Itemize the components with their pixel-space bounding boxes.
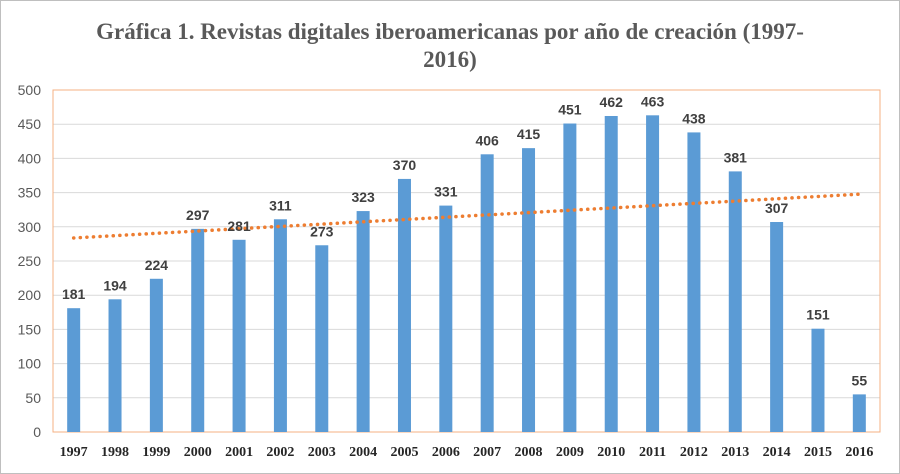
bar [149,278,163,432]
bar [646,115,660,433]
x-tick-label: 2007 [473,445,501,460]
data-label: 273 [310,223,334,239]
y-tick-label: 500 [18,82,42,98]
y-tick-label: 50 [25,390,41,406]
gridlines [53,89,880,433]
x-tick-label: 2008 [515,445,543,460]
bar [232,239,246,432]
x-tick-label: 2001 [225,445,253,460]
y-tick-label: 100 [18,356,42,372]
data-label: 462 [600,94,624,110]
x-tick-label: 2000 [184,445,212,460]
data-label: 181 [62,286,86,302]
x-tick-label: 2014 [763,445,791,460]
bar [852,394,866,432]
data-label: 370 [393,157,417,173]
bar [397,178,411,432]
x-tick-label: 1998 [101,445,129,460]
x-tick-label: 1999 [142,445,170,460]
bar [439,205,453,432]
bar [356,211,370,432]
bar [273,219,287,432]
data-label: 311 [269,197,292,213]
y-tick-label: 250 [18,253,42,269]
bar [604,115,618,432]
x-tick-label: 2006 [432,445,460,460]
bar [480,154,494,432]
bar [728,171,742,432]
x-tick-label: 2012 [680,445,708,460]
x-tick-label: 2005 [390,445,418,460]
data-label: 224 [145,257,169,273]
y-tick-label: 0 [33,424,41,440]
x-tick-label: 2004 [349,445,377,460]
data-label: 323 [351,189,375,205]
data-label: 331 [434,184,458,200]
bar [67,308,81,432]
data-label: 194 [103,277,127,293]
data-label: 438 [682,110,706,126]
y-tick-label: 350 [18,185,42,201]
y-tick-label: 150 [18,321,42,337]
data-label: 297 [186,207,210,223]
x-tick-label: 2010 [597,445,625,460]
bar [811,328,825,432]
bar [770,222,784,432]
x-tick-label: 1997 [60,445,88,460]
bars [67,115,866,433]
bar [108,299,122,432]
trendline [71,192,862,240]
y-tick-label: 300 [18,219,42,235]
data-label: 281 [227,218,251,234]
data-label: 381 [724,149,748,165]
data-label: 151 [806,307,830,323]
y-tick-label: 200 [18,287,42,303]
x-tick-label: 2015 [804,445,832,460]
x-tick-label: 2011 [639,445,666,460]
x-tick-label: 2013 [721,445,749,460]
plot-area-border [52,89,881,433]
data-label: 451 [558,102,582,118]
bar [315,245,329,432]
data-label: 406 [475,132,499,148]
data-labels: 181 194 224 297 281 311 273 323 370 331 406 415 451 4… [62,93,867,388]
data-label: 307 [765,200,789,216]
bar [687,132,701,432]
chart-title: Gráfica 1. Revistas digitales iberoameri… [96,19,804,72]
y-tick-label: 400 [18,150,42,166]
data-label: 463 [641,93,665,109]
bar [563,123,577,433]
y-tick-label: 450 [18,116,42,132]
bar [522,148,536,432]
x-tick-label: 2016 [845,445,873,460]
x-tick-label: 2009 [556,445,584,460]
y-axis-ticks: 0 50 100 150 200 250 300 350 400 450 500 [18,82,42,440]
x-axis-ticks: 1997 1998 1999 2000 2001 2002 2003 2004 2005 2006… [60,445,874,460]
x-tick-label: 2002 [266,445,294,460]
x-tick-label: 2003 [308,445,336,460]
data-label: 55 [852,372,868,388]
data-label: 415 [517,126,541,142]
bar [191,228,205,432]
